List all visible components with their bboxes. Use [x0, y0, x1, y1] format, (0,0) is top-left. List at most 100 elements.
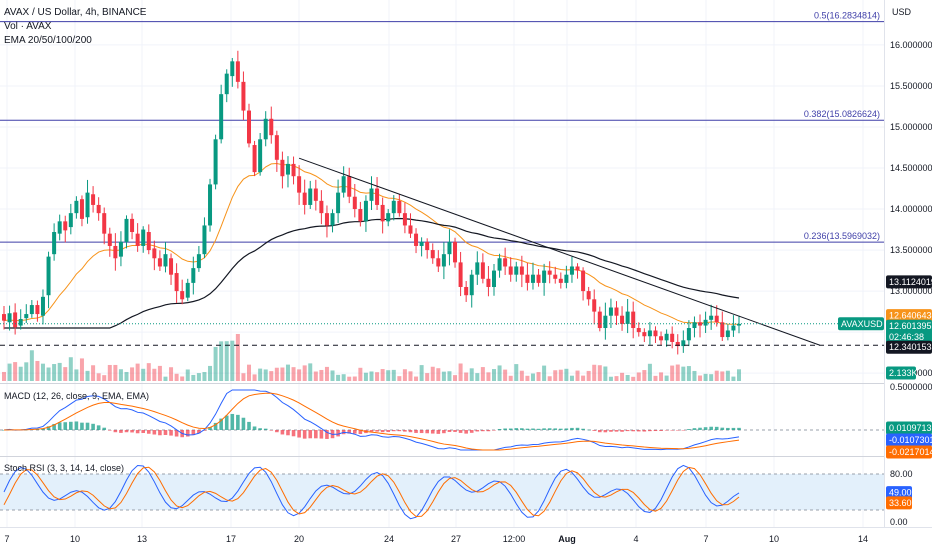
candle-body[interactable] — [274, 135, 279, 160]
candle-body[interactable] — [163, 254, 168, 267]
candle-body[interactable] — [714, 315, 719, 323]
candle-body[interactable] — [180, 291, 185, 300]
candle-body[interactable] — [247, 110, 251, 144]
candle-body[interactable] — [169, 258, 174, 275]
candle-body[interactable] — [720, 322, 725, 338]
ema-legend[interactable]: EMA 20/50/100/200 — [4, 35, 92, 46]
candle-body[interactable] — [620, 315, 625, 324]
candle-body[interactable] — [118, 241, 123, 257]
candle-body[interactable] — [369, 188, 374, 201]
candle-body[interactable] — [425, 241, 430, 251]
candle-body[interactable] — [324, 213, 329, 226]
candle-body[interactable] — [375, 188, 380, 205]
candle-body[interactable] — [152, 248, 157, 259]
candle-body[interactable] — [7, 313, 12, 323]
candle-body[interactable] — [258, 139, 263, 173]
candle-body[interactable] — [681, 340, 686, 347]
macd-pane[interactable] — [0, 389, 884, 451]
time-tick-label[interactable]: 14 — [858, 534, 868, 544]
candle-body[interactable] — [569, 266, 574, 275]
candle-body[interactable] — [74, 200, 79, 214]
candle-body[interactable] — [107, 233, 112, 246]
candle-body[interactable] — [709, 315, 714, 320]
candle-body[interactable] — [386, 213, 391, 222]
candle-body[interactable] — [453, 241, 458, 263]
candle-body[interactable] — [441, 254, 446, 267]
candle-body[interactable] — [13, 312, 18, 328]
candle-body[interactable] — [402, 213, 407, 226]
candle-body[interactable] — [2, 314, 6, 321]
candle-body[interactable] — [135, 233, 140, 246]
candle-body[interactable] — [113, 245, 118, 259]
candle-body[interactable] — [647, 330, 652, 337]
candle-body[interactable] — [130, 218, 135, 233]
candle-body[interactable] — [558, 278, 563, 283]
candle-body[interactable] — [670, 333, 675, 342]
candle-body[interactable] — [653, 330, 658, 337]
candle-body[interactable] — [52, 232, 57, 255]
candle-body[interactable] — [698, 322, 703, 326]
candle-body[interactable] — [659, 336, 664, 341]
candle-body[interactable] — [592, 299, 597, 312]
candle-body[interactable] — [352, 196, 357, 210]
candle-body[interactable] — [419, 241, 424, 246]
candle-body[interactable] — [341, 176, 346, 193]
time-tick-label[interactable]: 7 — [4, 534, 9, 544]
candle-body[interactable] — [480, 262, 485, 279]
candle-body[interactable] — [157, 258, 162, 267]
candle-body[interactable] — [614, 307, 619, 316]
time-tick-label[interactable]: 7 — [703, 534, 708, 544]
candle-body[interactable] — [586, 291, 591, 300]
candle-body[interactable] — [625, 311, 630, 324]
candle-body[interactable] — [458, 262, 463, 287]
stoch-rsi-pane[interactable] — [0, 464, 884, 520]
candle-body[interactable] — [408, 225, 413, 234]
candle-body[interactable] — [291, 163, 296, 177]
price-tick-label[interactable]: 13.5000000 — [890, 245, 932, 255]
candle-body[interactable] — [603, 315, 608, 329]
candle-body[interactable] — [252, 145, 257, 173]
candle-body[interactable] — [503, 258, 508, 267]
candle-body[interactable] — [141, 229, 146, 246]
candle-body[interactable] — [241, 81, 246, 111]
candle-body[interactable] — [202, 225, 207, 255]
candle-body[interactable] — [475, 262, 480, 275]
candle-body[interactable] — [196, 254, 201, 269]
macd-tick-label[interactable]: 0.5000000 — [890, 382, 932, 392]
candle-body[interactable] — [174, 273, 179, 292]
candle-body[interactable] — [542, 270, 547, 283]
price-tick-label[interactable]: 14.5000000 — [890, 163, 932, 173]
time-tick-label[interactable]: 12:00 — [503, 534, 526, 544]
candle-body[interactable] — [185, 282, 190, 298]
candle-body[interactable] — [608, 307, 613, 316]
candle-body[interactable] — [686, 328, 691, 341]
candle-body[interactable] — [447, 241, 452, 255]
candle-body[interactable] — [636, 328, 641, 333]
candle-body[interactable] — [308, 188, 313, 205]
candle-body[interactable] — [530, 274, 535, 283]
candle-body[interactable] — [302, 192, 307, 205]
candle-body[interactable] — [547, 270, 552, 275]
candle-body[interactable] — [725, 330, 730, 338]
candle-body[interactable] — [79, 199, 84, 219]
candle-body[interactable] — [146, 232, 151, 251]
time-axis[interactable]: 7 10 13 17 20 24 27 12:00 Aug 4 7 10 14 — [4, 534, 868, 544]
time-tick-label[interactable]: 4 — [633, 534, 638, 544]
candle-body[interactable] — [330, 213, 335, 226]
time-tick-label[interactable]: 17 — [226, 534, 236, 544]
candle-body[interactable] — [469, 274, 474, 296]
candle-body[interactable] — [280, 159, 285, 177]
candle-body[interactable] — [68, 213, 73, 228]
candle-body[interactable] — [414, 233, 419, 246]
time-tick-label[interactable]: 27 — [451, 534, 461, 544]
candle-body[interactable] — [436, 258, 441, 267]
candle-body[interactable] — [285, 163, 290, 175]
volume-legend[interactable]: Vol · AVAX — [4, 21, 52, 32]
candle-body[interactable] — [631, 311, 636, 329]
candle-body[interactable] — [102, 213, 107, 234]
candle-body[interactable] — [464, 286, 469, 296]
candle-body[interactable] — [46, 256, 51, 296]
